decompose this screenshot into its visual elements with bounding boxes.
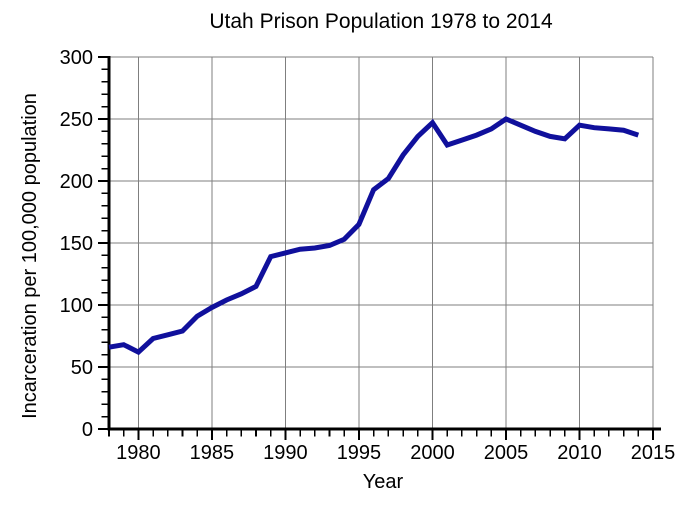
x-tick-label: 2010 (557, 442, 602, 464)
y-tick-label: 150 (60, 233, 93, 255)
x-tick-label: 2005 (484, 442, 529, 464)
x-tick-label: 2000 (410, 442, 455, 464)
x-tick-label: 2015 (631, 442, 676, 464)
axis-ticks (98, 56, 654, 440)
y-axis-label: Incarceration per 100,000 population (19, 93, 41, 419)
x-axis-label: Year (363, 471, 404, 493)
x-tick-label: 1990 (263, 442, 308, 464)
x-tick-label: 1980 (116, 442, 161, 464)
axes (107, 56, 661, 431)
y-tick-label: 250 (60, 109, 93, 131)
x-tick-label: 1995 (337, 442, 382, 464)
gridlines (109, 56, 654, 429)
y-tick-label: 50 (71, 357, 93, 379)
y-tick-label: 200 (60, 171, 93, 193)
y-tick-label: 100 (60, 295, 93, 317)
y-tick-label: 300 (60, 47, 93, 69)
y-tick-label: 0 (82, 419, 93, 441)
tick-labels: 1980 1985 1990 1995 2000 2005 2010 2015 0 50 100 15… (60, 47, 676, 464)
data-line-series (108, 116, 640, 356)
chart-title: Utah Prison Population 1978 to 2014 (209, 10, 553, 33)
x-tick-label: 1985 (190, 442, 235, 464)
